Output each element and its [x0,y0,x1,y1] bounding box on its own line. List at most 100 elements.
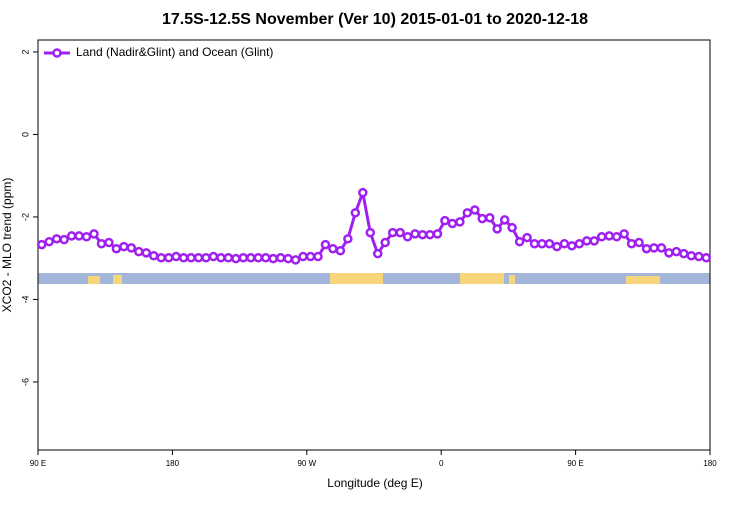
data-point [290,255,301,265]
data-point [634,237,644,248]
data-point [529,239,540,249]
data-point [499,215,510,225]
data-point [253,253,264,263]
data-point [410,229,420,239]
data-point [694,251,704,262]
legend-marker [52,48,62,58]
y-tick-label: -4 [20,295,30,303]
data-point [44,236,54,247]
data-point [148,250,159,261]
data-point [163,253,174,263]
data-point [440,215,450,226]
data-point [679,248,689,259]
x-tick-label: 90 E [30,459,46,468]
x-axis-label: Longitude (deg E) [327,476,422,490]
data-point [223,253,234,263]
data-point [186,253,196,263]
data-point [238,253,249,263]
data-point [514,236,525,247]
data-point [59,234,69,245]
data-point [395,227,405,238]
data-point [582,236,592,246]
data-point [201,253,211,263]
data-point [671,246,682,257]
data-point [537,239,547,249]
land-strip [509,275,515,284]
data-point [74,231,84,241]
data-point [492,224,502,234]
data-point [89,229,99,239]
data-point [343,234,353,244]
surface-strip [38,273,710,284]
data-point [305,251,316,262]
data-point [36,239,47,250]
data-point [51,234,62,244]
data-point [380,237,390,248]
data-point [208,251,219,262]
land-strip [626,276,660,284]
data-point [686,250,697,261]
land-strip [460,273,504,284]
data-point [328,243,338,254]
chart-title: 17.5S-12.5S November (Ver 10) 2015-01-01… [162,11,588,28]
data-point [611,232,622,242]
data-point [522,232,532,243]
data-point [574,239,585,249]
y-tick-label: 0 [20,132,30,137]
data-point [231,253,241,264]
x-tick-label: 180 [703,459,717,468]
data-point [275,253,286,263]
data-point [335,246,346,256]
data-point [141,248,152,258]
x-tick-label: 0 [439,459,444,468]
y-tick-label: -2 [20,213,30,221]
data-point [111,243,122,254]
data-point [626,239,637,249]
data-point [313,251,323,262]
data-point [656,243,667,253]
data-point [320,239,331,250]
data-point [119,241,129,252]
data-point [649,243,659,253]
data-point [358,187,368,198]
data-point [470,205,480,215]
data-point [559,239,570,249]
data-point [664,248,674,258]
data-point [246,253,256,263]
data-point [104,237,114,248]
data-point [402,232,413,242]
data-point [96,239,107,249]
y-tick-label: 2 [20,49,30,54]
data-point [425,229,435,240]
data-point [350,208,361,218]
data-point [193,253,204,263]
data-point [604,231,614,241]
y-axis-label: XCO2 - MLO trend (ppm) [0,178,14,313]
data-point [171,251,181,262]
data-point [268,253,278,264]
data-point [701,253,712,263]
data-point [298,251,308,262]
x-tick-label: 90 W [297,459,316,468]
data-point [260,253,271,263]
land-strip [113,275,122,284]
data-point [372,248,383,259]
data-point [462,208,473,218]
data-point [552,241,562,252]
data-point [596,232,607,242]
land-strip [88,276,100,284]
data-point [417,229,428,240]
data-point [283,253,293,264]
data-point [507,222,517,233]
data-point [619,229,629,239]
land-strip [330,273,383,284]
data-point [477,213,488,224]
x-tick-label: 180 [166,459,180,468]
data-point [66,231,77,241]
data-point [156,253,166,263]
data-point [126,243,137,253]
data-point [178,253,189,263]
data-point [216,253,226,263]
